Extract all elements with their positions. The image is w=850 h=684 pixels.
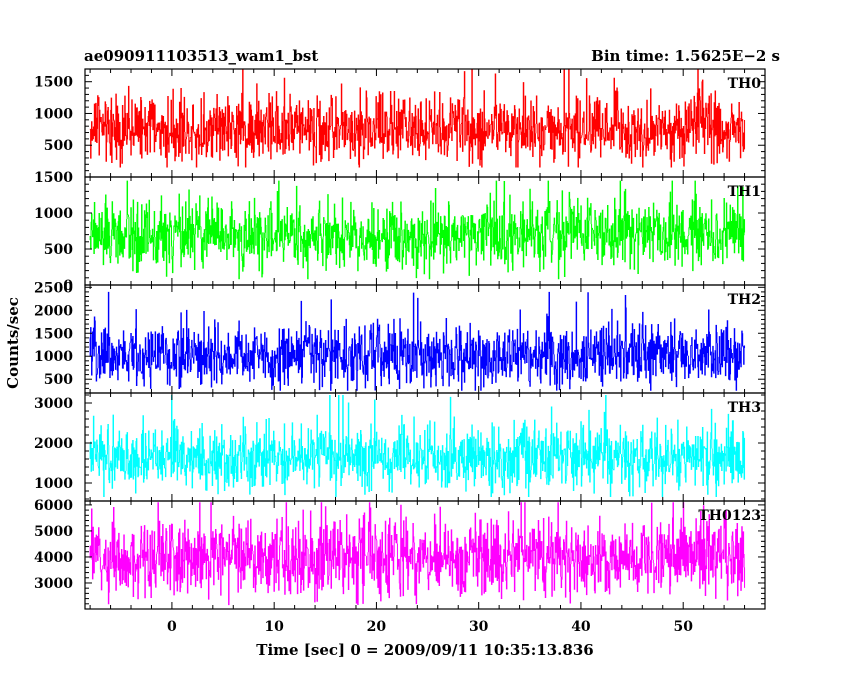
panel-frame — [84, 500, 766, 610]
panel-label: TH2 — [728, 292, 761, 308]
y-tick-label: 3000 — [34, 396, 73, 412]
y-tick-label: 5000 — [34, 524, 73, 540]
y-axis-label: Counts/sec — [4, 297, 22, 389]
panel-label: TH0 — [728, 76, 762, 92]
x-axis-label: Time [sec] 0 = 2009/09/11 10:35:13.836 — [256, 641, 593, 659]
series-line-th3 — [89, 395, 746, 497]
y-tick-label: 1000 — [34, 106, 73, 122]
y-tick-label: 0 — [63, 278, 73, 294]
y-tick-label: 2500 — [34, 280, 73, 296]
x-tick-label: 10 — [264, 619, 284, 635]
series-line-th1 — [89, 180, 746, 280]
bin-time-label: Bin time: 1.5625E−2 s — [591, 47, 780, 65]
y-tick-label: 1500 — [34, 326, 73, 342]
x-tick-label: 20 — [367, 619, 387, 635]
y-tick-label: 1500 — [34, 75, 73, 91]
series-line-th2 — [89, 291, 746, 391]
panel-th1: 0 500 1000 1500 TH1 — [34, 170, 766, 294]
panel-th0: 500 1000 1500 TH0 — [34, 68, 766, 178]
y-tick-label: 1500 — [34, 170, 73, 186]
y-tick-label: 500 — [44, 242, 73, 258]
chart-title: ae090911103513_wam1_bst — [84, 47, 318, 65]
y-tick-label: 500 — [44, 372, 73, 388]
panel-label: TH3 — [728, 400, 761, 416]
panel-th3: 1000 2000 3000 TH3 — [34, 392, 766, 502]
y-tick-label: 1000 — [34, 206, 73, 222]
series-line-th0123 — [89, 502, 746, 606]
y-tick-label: 2000 — [34, 303, 73, 319]
y-tick-label: 6000 — [34, 498, 73, 514]
panel-label: TH0123 — [698, 508, 761, 524]
x-tick-label: 50 — [673, 619, 693, 635]
y-tick-label: 2000 — [34, 436, 73, 452]
series-line-th0 — [89, 69, 746, 168]
x-tick-label: 40 — [571, 619, 591, 635]
panel-th0123: 3000 4000 5000 6000 TH0123 — [34, 498, 766, 610]
x-tick-label: 0 — [167, 619, 177, 635]
y-tick-label: 500 — [44, 138, 73, 154]
y-tick-label: 4000 — [34, 550, 73, 566]
panel-label: TH1 — [728, 184, 761, 200]
panel-th2: 500 1000 1500 2000 2500 TH2 — [34, 280, 766, 394]
x-tick-label: 30 — [469, 619, 489, 635]
y-tick-label: 3000 — [34, 576, 73, 592]
y-tick-label: 1000 — [34, 476, 73, 492]
y-tick-label: 1000 — [34, 349, 73, 365]
